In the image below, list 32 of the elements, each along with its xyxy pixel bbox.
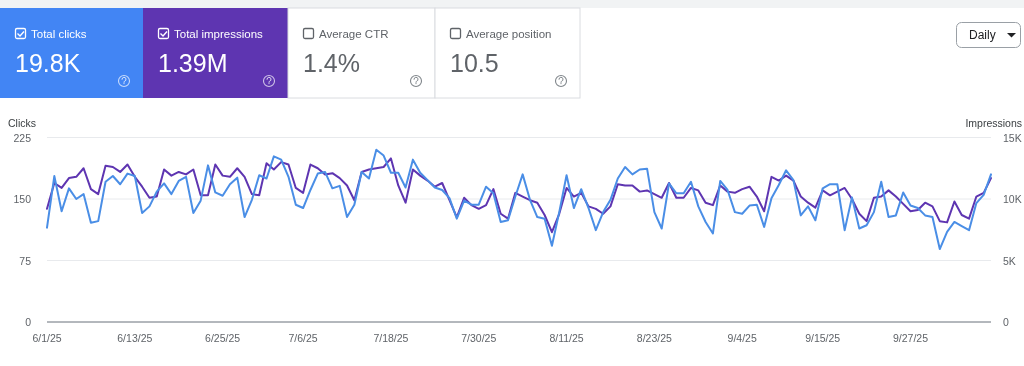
x-tick-label: 9/15/25 <box>805 332 841 344</box>
text: 1.39M <box>158 49 228 77</box>
y2-tick-label: 0 <box>1003 316 1009 328</box>
y-tick-label: 225 <box>13 131 32 144</box>
x-tick-label: 9/4/25 <box>727 332 757 344</box>
y-axis-title: Clicks <box>8 117 36 129</box>
x-tick-label: 7/18/25 <box>373 332 409 344</box>
text: 10.5 <box>450 49 499 77</box>
y-tick-label: 75 <box>19 254 32 267</box>
y2-axis-title: Impressions <box>965 117 1022 129</box>
x-tick-label: 7/6/25 <box>288 332 318 344</box>
x-tick-label: 6/25/25 <box>205 332 241 344</box>
x-tick-label: 8/23/25 <box>636 332 673 344</box>
x-tick-label: 8/11/25 <box>549 332 584 344</box>
line-series <box>46 148 992 251</box>
y2-tick-label: 10K <box>1003 193 1022 205</box>
text: 1.4% <box>303 49 360 77</box>
category-label: Average position <box>466 28 552 40</box>
y-tick-label: 0 <box>25 316 32 328</box>
category-label: Average CTR <box>319 28 389 40</box>
line-series <box>46 157 992 234</box>
category-label: Total impressions <box>174 28 264 40</box>
x-tick-label: 6/1/25 <box>32 332 62 344</box>
y-tick-label: 150 <box>13 193 32 205</box>
x-tick-label: 6/13/25 <box>117 332 153 344</box>
x-tick-label: 9/27/25 <box>892 332 929 344</box>
category-label: Total clicks <box>31 28 87 40</box>
x-tick-label: 7/30/25 <box>461 332 497 344</box>
y2-tick-label: 15K <box>1003 131 1022 144</box>
text: 19.8K <box>15 49 81 77</box>
y2-tick-label: 5K <box>1003 254 1016 267</box>
text: Daily <box>969 28 996 42</box>
